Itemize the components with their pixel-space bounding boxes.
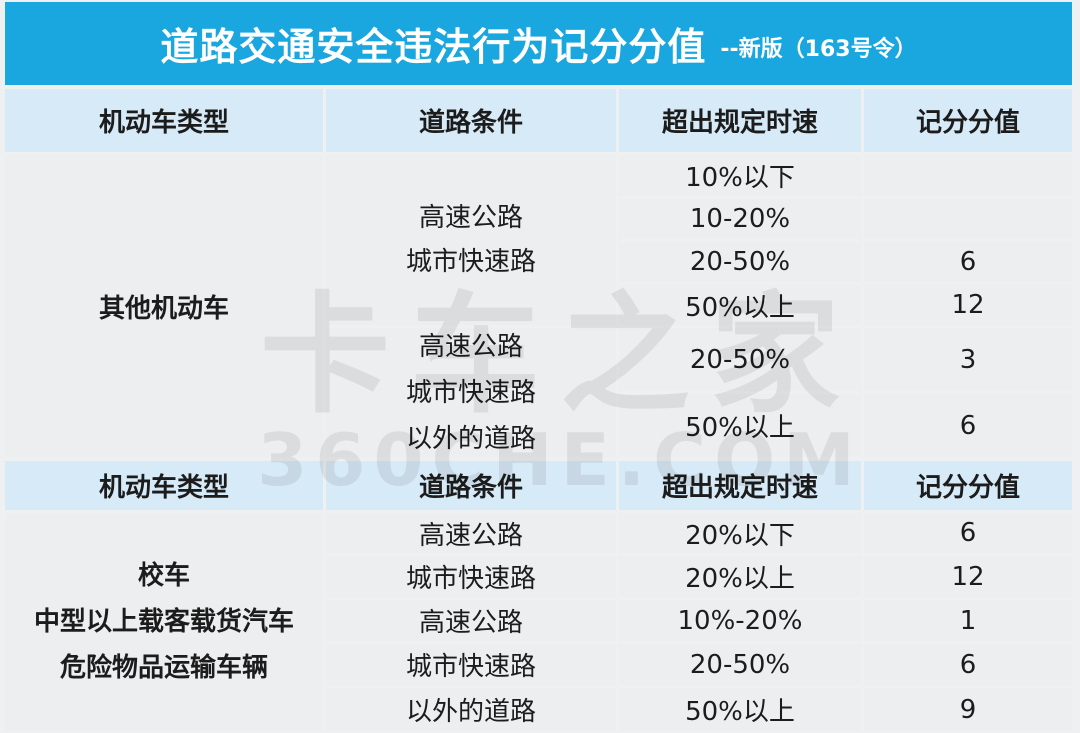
speed-cell: 10%-20%: [619, 600, 861, 641]
header-over-speed: 超出规定时速: [619, 461, 861, 510]
points-cell: 6: [864, 513, 1072, 553]
points-cell: 6: [864, 242, 1072, 282]
speed-cell: 20-50%: [619, 242, 861, 282]
vehicle-type-line: 危险物品运输车辆: [59, 653, 268, 683]
road-condition-cell: 以外的道路: [326, 688, 616, 731]
points-cell: 12: [864, 285, 1072, 325]
road-condition-line: 高速公路: [418, 203, 523, 233]
header-points: 记分分值: [864, 89, 1072, 152]
points-cell: [864, 199, 1072, 239]
header-over-speed: 超出规定时速: [619, 89, 861, 152]
road-condition-line: 以外的道路: [405, 423, 536, 454]
road-condition-line: 高速公路: [418, 331, 523, 362]
speed-cell: 10-20%: [619, 199, 861, 239]
speed-cell: 20-50%: [619, 644, 861, 685]
title-bar: 道路交通安全违法行为记分分值 --新版（163号令）: [5, 2, 1072, 85]
speed-cell: 20-50%: [619, 328, 861, 391]
speed-cell: 50%以上: [619, 285, 861, 325]
road-condition-cell: 高速公路: [326, 600, 616, 641]
road-condition-cell: 城市快速路: [326, 556, 616, 597]
speed-cell: 20%以下: [619, 513, 861, 553]
speed-cell: 10%以下: [619, 155, 861, 196]
header-road-condition: 道路条件: [326, 461, 616, 510]
points-cell: 1: [864, 600, 1072, 641]
page-title: 道路交通安全违法行为记分分值: [160, 25, 707, 69]
header-road-condition: 道路条件: [326, 89, 616, 152]
points-cell: [864, 155, 1072, 196]
road-condition-cell: 高速公路: [326, 513, 616, 553]
points-cell: 12: [864, 556, 1072, 597]
vehicle-type-line: 中型以上载客载货汽车: [33, 607, 294, 637]
road-condition-cell: 城市快速路: [326, 644, 616, 685]
vehicle-type-cell: 校车 中型以上载客载货汽车 危险物品运输车辆: [5, 513, 323, 731]
road-condition-line: 城市快速路: [405, 377, 536, 408]
speed-cell: 50%以上: [619, 394, 861, 457]
road-condition-cell: 高速公路 城市快速路: [326, 155, 616, 325]
points-cell: 3: [864, 328, 1072, 391]
vehicle-type-line: 校车: [137, 561, 190, 591]
points-cell: 9: [864, 688, 1072, 731]
page-subtitle: --新版（163号令）: [720, 36, 917, 62]
speed-cell: 50%以上: [619, 688, 861, 731]
road-condition-line: 城市快速路: [405, 247, 536, 277]
road-condition-cell: 高速公路 城市快速路 以外的道路: [326, 328, 616, 457]
header-vehicle-type: 机动车类型: [5, 461, 323, 510]
speed-cell: 20%以上: [619, 556, 861, 597]
points-cell: 6: [864, 644, 1072, 685]
header-vehicle-type: 机动车类型: [5, 89, 323, 152]
header-points: 记分分值: [864, 461, 1072, 510]
points-cell: 6: [864, 394, 1072, 457]
vehicle-type-cell: 其他机动车: [5, 155, 323, 457]
